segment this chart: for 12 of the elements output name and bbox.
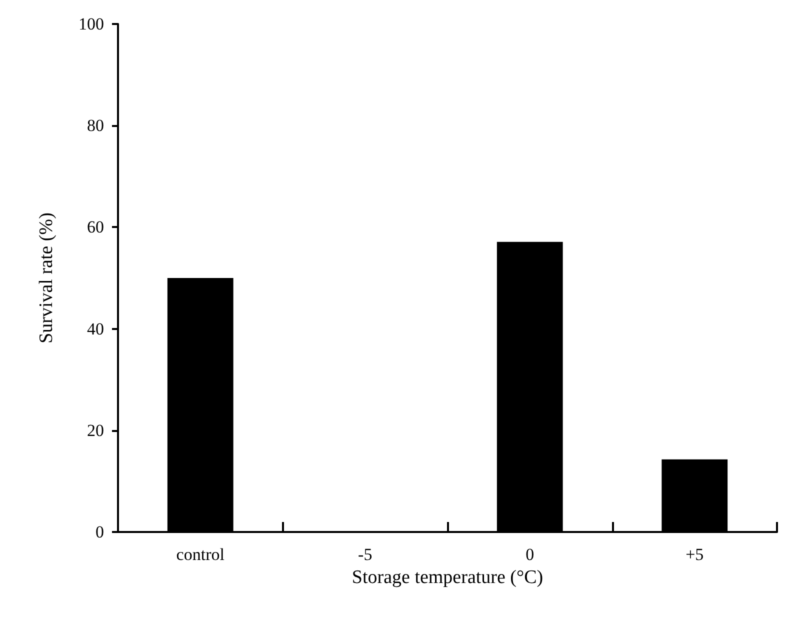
y-tick-label: 40 — [87, 319, 104, 338]
y-tick-label: 0 — [96, 522, 104, 542]
y-tick-label: 60 — [87, 218, 104, 237]
y-tick-label: 80 — [87, 116, 104, 136]
x-tick-label: -5 — [358, 545, 372, 564]
y-tick-label: 100 — [78, 14, 104, 34]
x-tick-label: control — [176, 545, 225, 564]
x-tick-label: 0 — [526, 545, 534, 564]
y-tick-label: 20 — [87, 420, 104, 440]
y-axis-title: Survival rate (%) — [36, 212, 57, 344]
x-axis-title: Storage temperature (°C) — [352, 567, 544, 588]
x-tick-label: +5 — [686, 545, 704, 564]
